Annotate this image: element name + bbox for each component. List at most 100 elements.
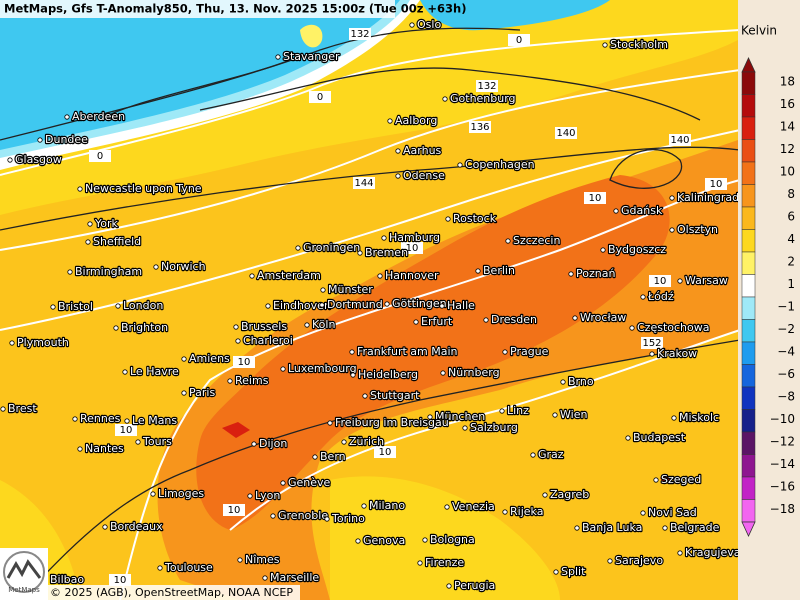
- city-label: Bordeaux: [110, 520, 163, 533]
- city-dot: [251, 441, 257, 447]
- city-label: Bydgoszcz: [608, 243, 666, 256]
- city-label: Nîmes: [245, 553, 280, 566]
- city-label: Limoges: [158, 487, 204, 500]
- legend-label: −8: [777, 390, 795, 404]
- city-dot: [445, 216, 451, 222]
- city-label: München: [435, 410, 485, 423]
- legend-label: 12: [780, 142, 795, 156]
- legend-label: −6: [777, 367, 795, 381]
- footer-bg: [46, 585, 300, 600]
- city-dot: [422, 537, 428, 543]
- legend-label: 14: [780, 120, 795, 134]
- contour-label: 10: [120, 425, 133, 436]
- legend-swatch: [741, 319, 756, 343]
- contour-label-box: [476, 80, 498, 92]
- city-dot: [312, 454, 318, 460]
- city-label: Poznań: [576, 267, 615, 280]
- city-dot: [530, 452, 536, 458]
- city-dot: [157, 565, 163, 571]
- city-label: Split: [561, 565, 586, 578]
- city-dot: [677, 550, 683, 556]
- legend-label: 8: [787, 187, 795, 201]
- city-dot: [662, 525, 668, 531]
- contour-label: 10: [654, 276, 667, 287]
- city-label: Rostock: [453, 212, 497, 225]
- city-dot: [542, 492, 548, 498]
- city-dot: [113, 325, 119, 331]
- map-title: MetMaps, Gfs T-Anomaly850, Thu, 13. Nov.…: [4, 2, 467, 16]
- city-label: Gothenburg: [450, 92, 516, 105]
- city-label: Nantes: [85, 442, 124, 455]
- city-dot: [135, 439, 141, 445]
- contour-label-box: [584, 192, 606, 204]
- city-label: Newcastle upon Tyne: [85, 182, 202, 195]
- city-label: Halle: [447, 299, 475, 312]
- city-dot: [439, 303, 445, 309]
- contour-label: 140: [670, 135, 689, 146]
- isobars: [0, 27, 741, 601]
- legend-swatch: [741, 71, 756, 95]
- legend-label: −18: [770, 502, 795, 516]
- legend-swatch: [741, 476, 756, 500]
- city-dot: [50, 304, 56, 310]
- city-label: Köln: [312, 318, 335, 331]
- legend-swatch: [741, 229, 756, 253]
- city-label: Birmingham: [75, 265, 142, 278]
- legend-label: 2: [787, 255, 795, 269]
- city-label: Frankfurt am Main: [357, 345, 458, 358]
- contour-label: 10: [406, 243, 419, 254]
- contour-label: 10: [589, 193, 602, 204]
- legend-swatch: [741, 386, 756, 410]
- city-dot: [233, 324, 239, 330]
- city-dot: [553, 569, 559, 575]
- legend-label: −1: [777, 300, 795, 314]
- city-label: Sarajevo: [615, 554, 663, 567]
- city-label: Wien: [560, 408, 587, 421]
- city-dot: [0, 406, 6, 412]
- contour-label-box: [115, 424, 137, 436]
- city-label: Warsaw: [685, 274, 728, 287]
- city-label: Toulouse: [164, 561, 213, 574]
- city-dot: [72, 416, 78, 422]
- city-dot: [381, 235, 387, 241]
- city-dot: [249, 273, 255, 279]
- legend-swatch: [741, 431, 756, 455]
- city-dot: [600, 247, 606, 253]
- city-dot: [304, 322, 310, 328]
- contour-label-layer: 132 0 0 132 136 0 140 140 144 10 10 10 10 10 152 10 10 10…: [89, 28, 727, 586]
- city-dot: [87, 221, 93, 227]
- contour-label: 0: [317, 92, 323, 103]
- legend-swatch: [741, 139, 756, 163]
- city-label: Odense: [403, 169, 445, 182]
- city-label: Budapest: [633, 431, 686, 444]
- legend-label: −10: [770, 412, 795, 426]
- legend-unit: Kelvin: [741, 24, 777, 38]
- legend-label: 16: [780, 97, 795, 111]
- city-dot: [502, 509, 508, 515]
- city-dot: [669, 227, 675, 233]
- city-label: Łódź: [647, 290, 674, 303]
- contour-label-box: [109, 574, 131, 586]
- city-label: Salzburg: [470, 421, 518, 434]
- city-label: Genova: [363, 534, 405, 547]
- city-dot: [384, 301, 390, 307]
- city-label: Novi Sad: [648, 506, 697, 519]
- city-dot: [77, 446, 83, 452]
- city-label: Groningen: [303, 241, 360, 254]
- city-dot: [181, 356, 187, 362]
- city-label: Milano: [369, 499, 405, 512]
- city-label: Firenze: [425, 556, 464, 569]
- contour-label-box: [669, 134, 691, 146]
- city-label: Reims: [235, 374, 269, 387]
- city-label: Glasgow: [15, 153, 62, 166]
- contour-label: 132: [350, 29, 369, 40]
- city-dot: [574, 525, 580, 531]
- city-label: Erfurt: [421, 315, 453, 328]
- city-dot: [9, 340, 15, 346]
- legend-label: 4: [787, 232, 795, 246]
- city-dot: [64, 114, 70, 120]
- contour-label-box: [508, 34, 530, 46]
- city-label: Marseille: [270, 571, 319, 584]
- city-label: Bristol: [58, 300, 93, 313]
- contour-label: 132: [477, 81, 496, 92]
